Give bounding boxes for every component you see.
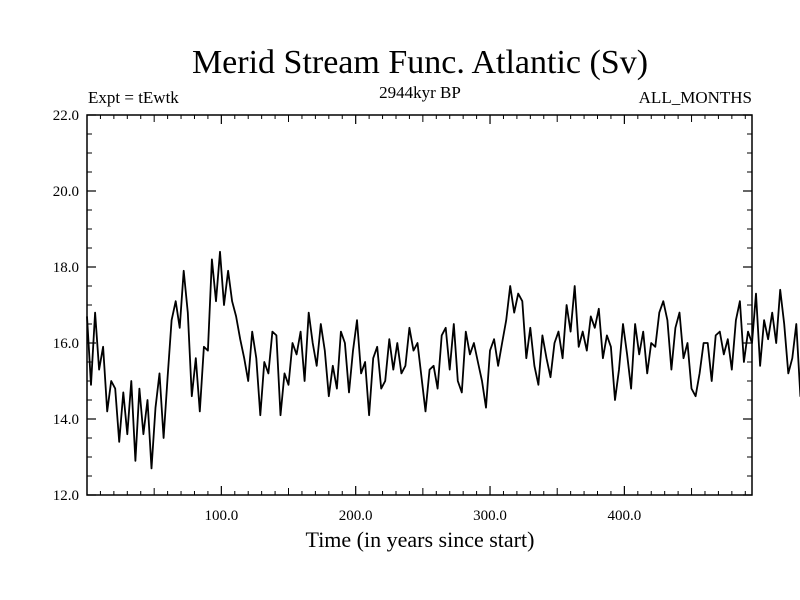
- plot-frame: [86, 114, 753, 496]
- x-tick-label: 400.0: [607, 508, 641, 524]
- y-tick-label: 22.0: [53, 108, 79, 124]
- y-tick-label: 16.0: [53, 336, 79, 352]
- period-label: 2944kyr BP: [379, 83, 461, 102]
- x-tick-label: 200.0: [339, 508, 373, 524]
- y-tick-label: 20.0: [53, 184, 79, 200]
- x-axis-label: Time (in years since start): [306, 527, 535, 552]
- chart-title: Merid Stream Func. Atlantic (Sv): [192, 44, 648, 81]
- data-series-line: [86, 250, 800, 470]
- y-tick-label: 14.0: [53, 412, 79, 428]
- x-tick-label: 300.0: [473, 508, 507, 524]
- x-axis: 100.0 200.0 300.0 400.0: [99, 115, 746, 524]
- y-tick-label: 12.0: [53, 488, 79, 504]
- y-tick-label: 18.0: [53, 260, 79, 276]
- months-label: ALL_MONTHS: [639, 88, 752, 107]
- y-axis: 12.0 14.0 16.0 18.0 20.0 22.0: [53, 108, 752, 504]
- experiment-label: Expt = tEwtk: [88, 88, 179, 107]
- x-tick-label: 100.0: [204, 508, 238, 524]
